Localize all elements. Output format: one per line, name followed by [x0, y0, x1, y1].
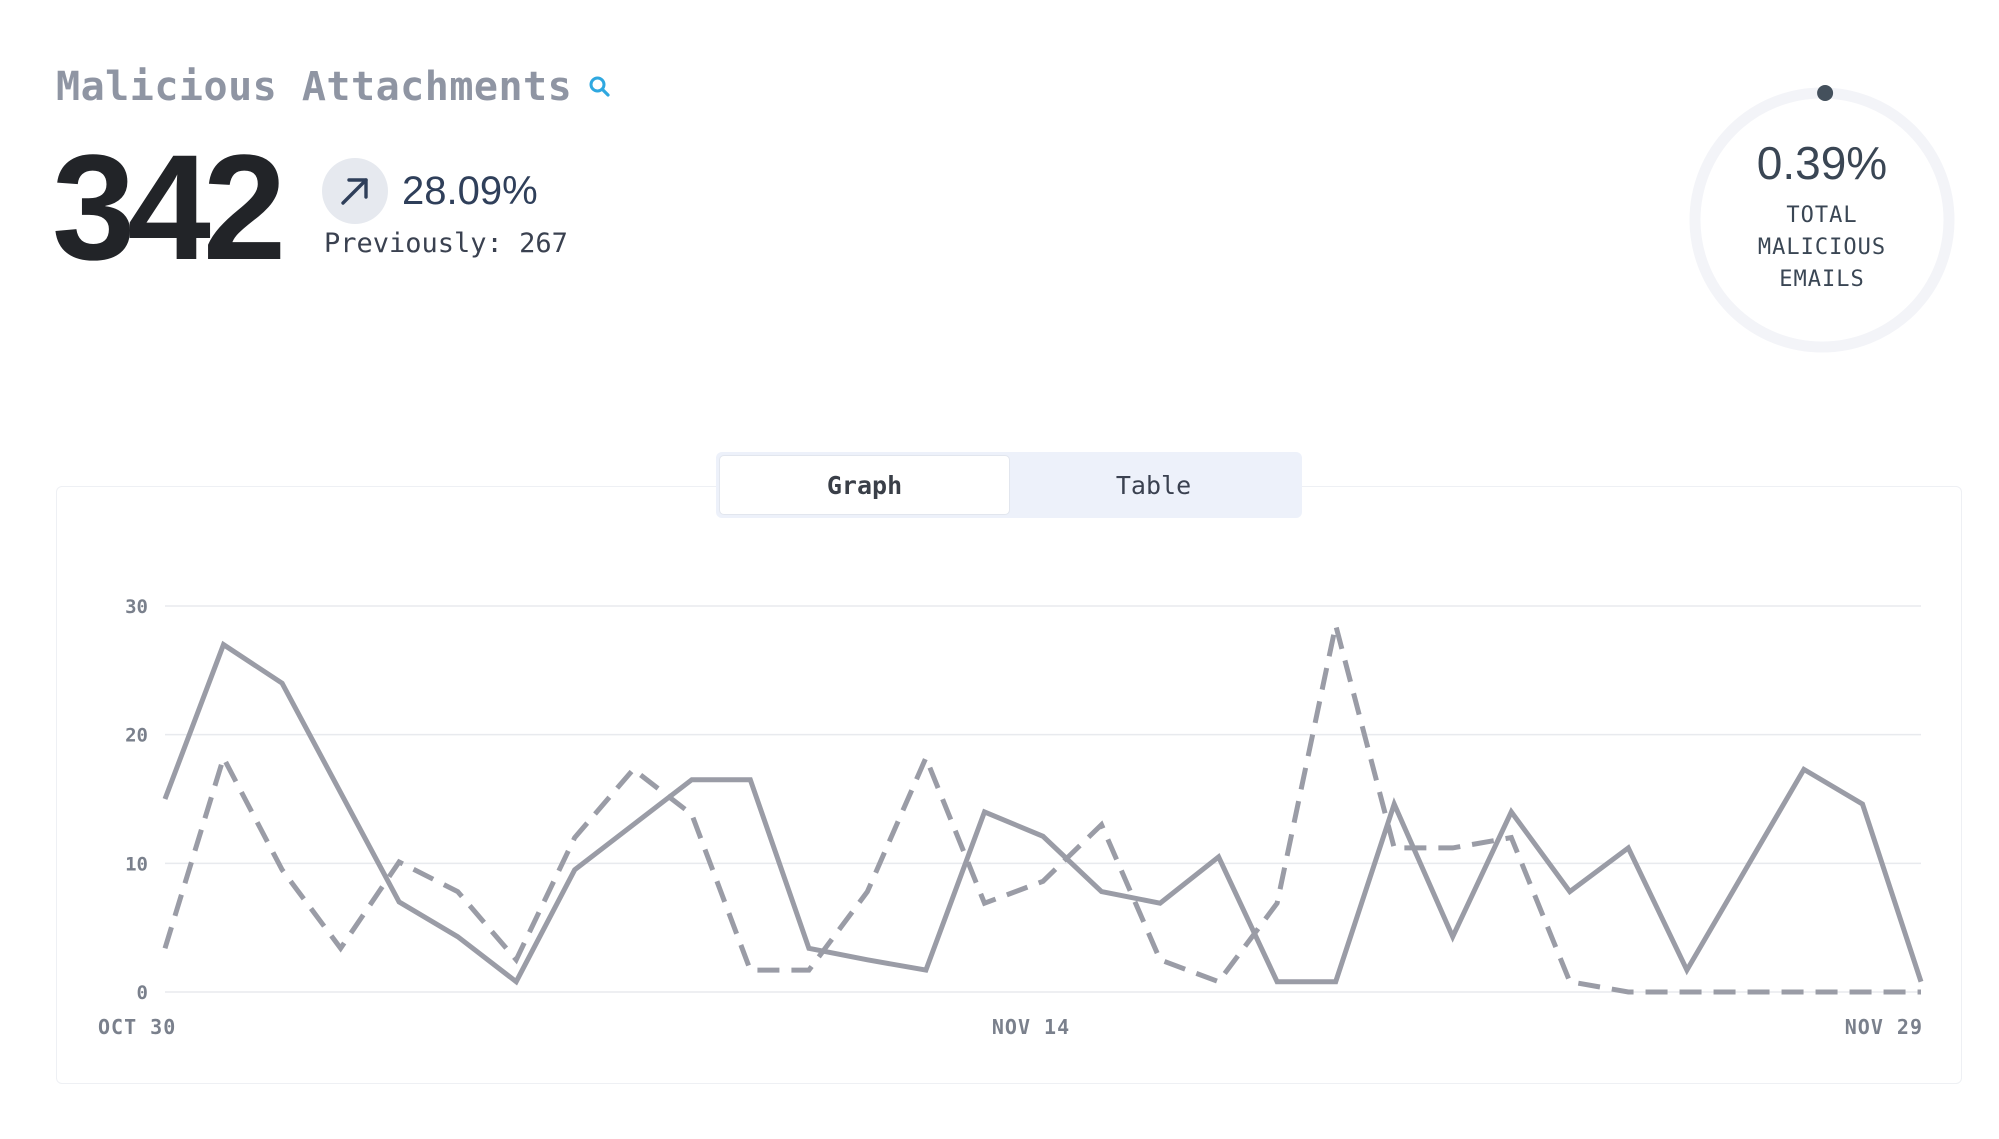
widget-title: Malicious Attachments — [56, 64, 573, 110]
ring-label-line: EMAILS — [1779, 267, 1865, 292]
widget-header: Malicious Attachments — [56, 64, 614, 110]
tab-table[interactable]: Table — [1115, 470, 1192, 500]
ring-percent: 0.39% — [1756, 137, 1888, 189]
y-tick-label: 30 — [125, 596, 148, 618]
arrow-up-right-icon — [341, 178, 368, 205]
x-tick-label: NOV 29 — [1845, 1015, 1923, 1039]
previous-count: Previously: 267 — [324, 228, 568, 259]
ring-progress-dot — [1817, 85, 1834, 101]
attachment-count: 342 — [52, 123, 286, 291]
y-tick-label: 20 — [125, 725, 148, 747]
trend-percent: 28.09% — [402, 168, 538, 213]
y-tick-label: 0 — [137, 982, 148, 1004]
tab-graph[interactable]: Graph — [720, 456, 1009, 514]
search-icon[interactable] — [586, 73, 614, 101]
series-line-solid — [162, 640, 1924, 986]
ring-chart — [1689, 85, 1955, 353]
x-tick-label: NOV 14 — [992, 1015, 1070, 1039]
x-tick-label: OCT 30 — [98, 1015, 176, 1039]
y-tick-label: 10 — [125, 853, 148, 875]
ring-label: TOTAL MALICIOUS EMAILS — [1758, 200, 1886, 296]
trend-badge — [322, 158, 388, 224]
trend-indicator: 28.09% — [322, 158, 538, 224]
series-line-dashed — [162, 624, 1921, 995]
ring-label-line: TOTAL — [1786, 203, 1858, 228]
malicious-emails-ring: 0.39% TOTAL MALICIOUS EMAILS — [1684, 82, 1960, 358]
ring-text: 0.39% TOTAL MALICIOUS EMAILS — [1684, 82, 1960, 358]
chart-card — [56, 486, 1962, 1084]
view-toggle: Graph Table — [716, 452, 1302, 518]
ring-label-line: MALICIOUS — [1757, 235, 1887, 260]
